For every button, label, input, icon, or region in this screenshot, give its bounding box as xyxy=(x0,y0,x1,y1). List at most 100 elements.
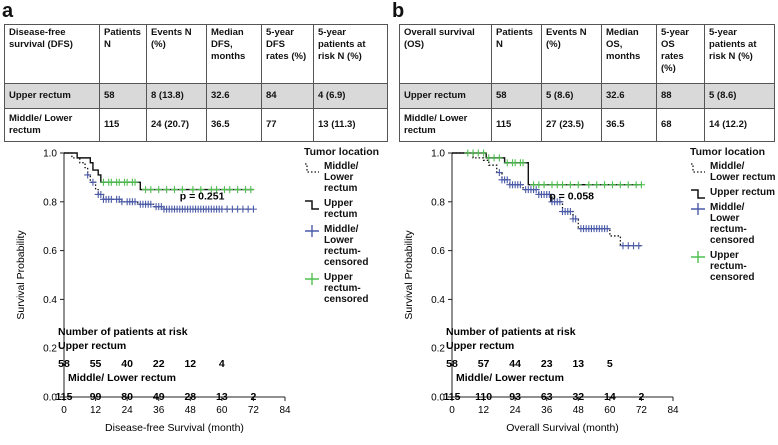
blue-cross-icon xyxy=(305,225,319,237)
risk-count-middle-lower: 49 xyxy=(153,391,165,403)
risk-count-middle-lower: 28 xyxy=(184,391,196,403)
middle-lower-censor-mark xyxy=(147,200,155,208)
upper-censor-mark xyxy=(147,186,155,194)
middle-lower-censor-mark xyxy=(532,186,540,194)
upper-censor-mark xyxy=(131,178,139,186)
x-tick-label: 72 xyxy=(248,405,260,416)
y-tick-label: 0.2 xyxy=(43,344,57,355)
table-header: Median OS, months xyxy=(601,24,657,84)
upper-censor-mark xyxy=(519,159,527,167)
dfs-km-chart: 0.00.20.40.60.81.00 12 24 36 48 60 72 84Disease… xyxy=(15,149,291,435)
upper-censor-mark xyxy=(637,181,645,189)
legend-item-middle-lower-censored: Middle/ Lower rectum-censored xyxy=(690,202,776,246)
table-cell: 13 (11.3) xyxy=(313,108,388,142)
legend-item-middle-lower-censored: Middle/ Lower rectum-censored xyxy=(304,224,386,268)
x-axis-title: Disease-free Survival (month) xyxy=(105,422,244,434)
x-tick-label: 24 xyxy=(122,405,134,416)
solid-line-icon xyxy=(305,200,319,210)
table-cell: Middle/ Lower rectum xyxy=(4,108,100,142)
middle-lower-rectum-curve xyxy=(452,152,642,247)
y-tick-label: 0.2 xyxy=(431,344,445,355)
table-cell: 58 xyxy=(491,83,542,109)
table-header: Events N (%) xyxy=(146,24,207,84)
legend-item-upper-censored: Upper rectum-censored xyxy=(690,250,776,283)
green-cross-icon xyxy=(305,273,319,285)
middle-lower-censor-mark xyxy=(495,169,503,177)
blue-cross-icon xyxy=(691,203,705,215)
legend-item-upper-censored: Upper rectum-censored xyxy=(304,272,386,305)
table-cell: 88 xyxy=(656,83,705,109)
y-tick-label: 0.6 xyxy=(431,246,445,257)
table-header: 5-year patients at risk N (%) xyxy=(313,24,388,84)
upper-censor-mark xyxy=(189,186,197,194)
upper-censor-mark xyxy=(171,186,178,194)
x-tick-label: 0 xyxy=(449,405,455,416)
table-header: Patients N xyxy=(99,24,147,84)
upper-censor-mark xyxy=(593,181,601,189)
risk-count-middle-lower: 93 xyxy=(509,391,521,403)
risk-title: Number of patients at risk xyxy=(58,326,188,338)
table-cell: 58 xyxy=(99,83,147,109)
table-cell: 36.5 xyxy=(206,108,262,142)
table-cell: 24 (20.7) xyxy=(146,108,207,142)
os-legend: Tumor location Middle/ Lower rectum Uppe… xyxy=(690,147,776,287)
y-tick-label: 0.6 xyxy=(43,246,57,257)
legend-label: Upper rectum-censored xyxy=(324,272,369,305)
table-cell: 14 (12.2) xyxy=(704,108,775,142)
upper-censor-mark xyxy=(559,181,566,189)
y-tick-label: 1.0 xyxy=(43,149,57,160)
table-cell: 36.5 xyxy=(601,108,657,142)
risk-count-middle-lower: 14 xyxy=(604,391,616,403)
middle-lower-censor-mark xyxy=(603,225,611,233)
legend-title: Tumor location xyxy=(690,146,766,158)
os-table: Overall survival (OS) Patients N Events … xyxy=(399,24,775,142)
upper-censor-mark xyxy=(624,181,632,189)
risk-count-upper: 58 xyxy=(58,358,70,370)
table-header: Median DFS, months xyxy=(206,24,262,84)
table-cell: 32.6 xyxy=(206,83,262,109)
middle-lower-censor-mark xyxy=(131,198,139,206)
x-tick-label: 60 xyxy=(216,405,228,416)
middle-lower-censor-mark xyxy=(97,190,105,198)
risk-count-middle-lower: 32 xyxy=(572,391,584,403)
table-header: Events N (%) xyxy=(541,24,602,84)
middle-lower-censor-mark xyxy=(572,215,580,223)
upper-censor-mark xyxy=(234,186,242,194)
x-tick-label: 12 xyxy=(90,405,102,416)
risk-count-middle-lower: 115 xyxy=(56,391,73,403)
risk-group2-label: Middle/ Lower rectum xyxy=(456,372,564,384)
risk-count-middle-lower: 99 xyxy=(90,391,102,403)
green-cross-icon xyxy=(691,251,705,263)
upper-censor-mark xyxy=(566,181,574,189)
legend-item-upper: Upper rectum xyxy=(304,198,386,220)
upper-censor-mark xyxy=(155,186,163,194)
risk-count-upper: 13 xyxy=(572,358,584,370)
legend-label: Upper rectum xyxy=(710,187,776,198)
upper-censor-mark xyxy=(213,186,221,194)
table-cell: 84 xyxy=(261,83,314,109)
x-tick-label: 60 xyxy=(604,405,616,416)
x-tick-label: 36 xyxy=(153,405,165,416)
legend-item-upper: Upper rectum xyxy=(690,187,776,199)
y-tick-label: 1.0 xyxy=(431,149,445,160)
x-tick-label: 24 xyxy=(510,405,522,416)
risk-count-upper: 12 xyxy=(184,358,196,370)
table-cell: 115 xyxy=(99,108,147,142)
table-cell: 32.6 xyxy=(601,83,657,109)
x-tick-label: 48 xyxy=(185,405,197,416)
upper-censor-mark xyxy=(616,181,624,189)
risk-title: Number of patients at risk xyxy=(446,326,576,338)
risk-count-middle-lower: 115 xyxy=(444,391,461,403)
p-value-label: p = 0.251 xyxy=(180,190,225,202)
risk-count-middle-lower: 13 xyxy=(216,391,228,403)
risk-group1-label: Upper rectum xyxy=(58,340,126,352)
table-cell: Upper rectum xyxy=(399,83,492,109)
legend-item-middle-lower: Middle/ Lower rectum xyxy=(304,161,386,194)
legend-label: Middle/ Lower rectum xyxy=(710,161,776,183)
risk-count-upper: 4 xyxy=(219,358,225,370)
p-value-label: p = 0.058 xyxy=(549,190,594,202)
table-cell: 5 (8.6) xyxy=(704,83,775,109)
table-cell: Upper rectum xyxy=(4,83,100,109)
middle-lower-censor-mark xyxy=(556,198,564,206)
legend-title: Tumor location xyxy=(304,146,380,158)
